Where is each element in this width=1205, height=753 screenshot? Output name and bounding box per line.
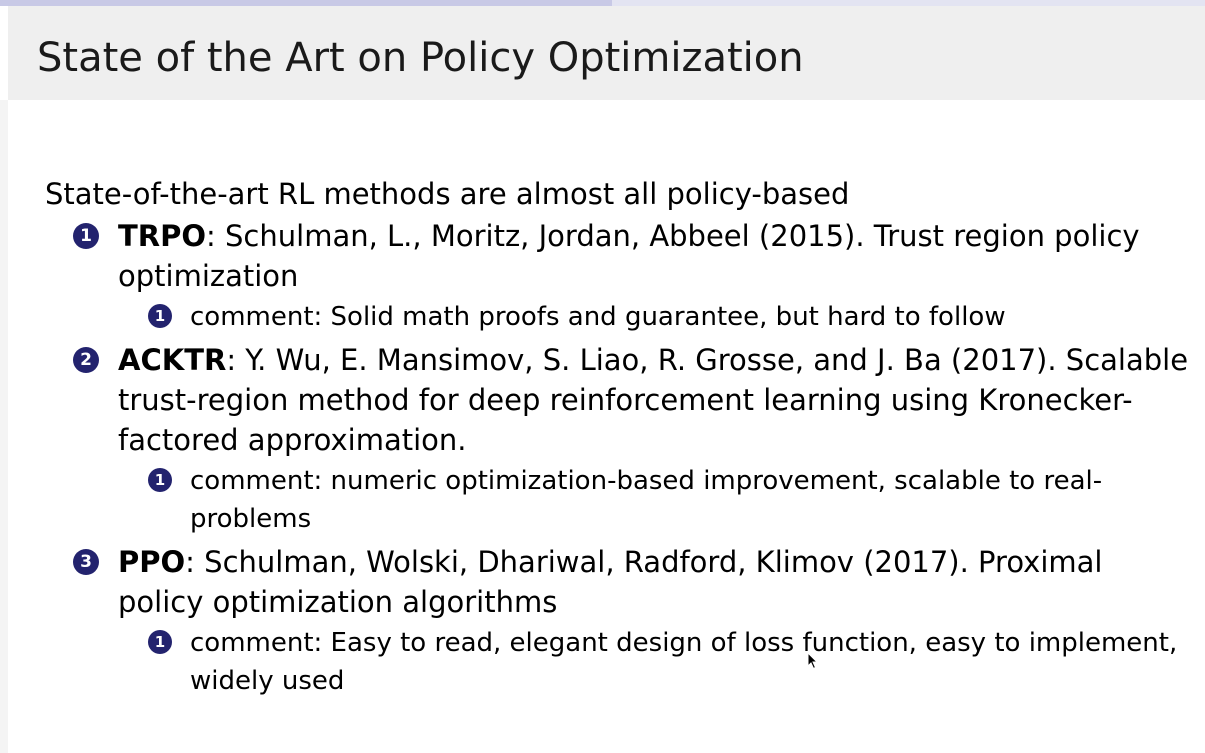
comment-text: comment: numeric optimization-based impr…	[190, 466, 1103, 534]
number-badge-2: 2	[73, 347, 99, 373]
comment-text: comment: Solid math proofs and guarantee…	[190, 302, 1006, 332]
intro-text: State-of-the-art RL methods are almost a…	[45, 177, 850, 211]
method-name: PPO	[118, 545, 186, 579]
slide-progress-fill	[0, 0, 613, 6]
left-margin-shade	[0, 100, 8, 753]
method-citation: : Schulman, Wolski, Dhariwal, Radford, K…	[118, 545, 1103, 619]
mouse-pointer-icon	[807, 652, 819, 670]
comment-item: 1 comment: Easy to read, elegant design …	[118, 624, 1195, 700]
number-badge-1: 1	[73, 223, 99, 249]
comment-list: 1 comment: Solid math proofs and guarant…	[118, 298, 1195, 336]
comment-item: 1 comment: Solid math proofs and guarant…	[118, 298, 1195, 336]
list-item-ppo: 3 PPO: Schulman, Wolski, Dhariwal, Radfo…	[45, 542, 1195, 700]
list-item-acktr: 2 ACKTR: Y. Wu, E. Mansimov, S. Liao, R.…	[45, 340, 1195, 538]
title-bar: State of the Art on Policy Optimization	[8, 6, 1205, 100]
comment-item: 1 comment: numeric optimization-based im…	[118, 462, 1195, 538]
method-name: ACKTR	[118, 343, 227, 377]
number-badge-comment: 1	[148, 468, 172, 492]
comment-text: comment: Easy to read, elegant design of…	[190, 628, 1178, 696]
method-name: TRPO	[118, 219, 207, 253]
methods-list: 1 TRPO: Schulman, L., Moritz, Jordan, Ab…	[45, 216, 1195, 700]
method-citation: : Y. Wu, E. Mansimov, S. Liao, R. Grosse…	[118, 343, 1189, 457]
number-badge-comment: 1	[148, 304, 172, 328]
method-citation: : Schulman, L., Moritz, Jordan, Abbeel (…	[118, 219, 1140, 293]
number-badge-3: 3	[73, 549, 99, 575]
comment-list: 1 comment: numeric optimization-based im…	[118, 462, 1195, 538]
slide-progress-bar	[0, 0, 1205, 6]
slide-title: State of the Art on Policy Optimization	[37, 35, 804, 81]
slide-content: State-of-the-art RL methods are almost a…	[45, 174, 1195, 704]
comment-list: 1 comment: Easy to read, elegant design …	[118, 624, 1195, 700]
number-badge-comment: 1	[148, 630, 172, 654]
list-item-trpo: 1 TRPO: Schulman, L., Moritz, Jordan, Ab…	[45, 216, 1195, 336]
